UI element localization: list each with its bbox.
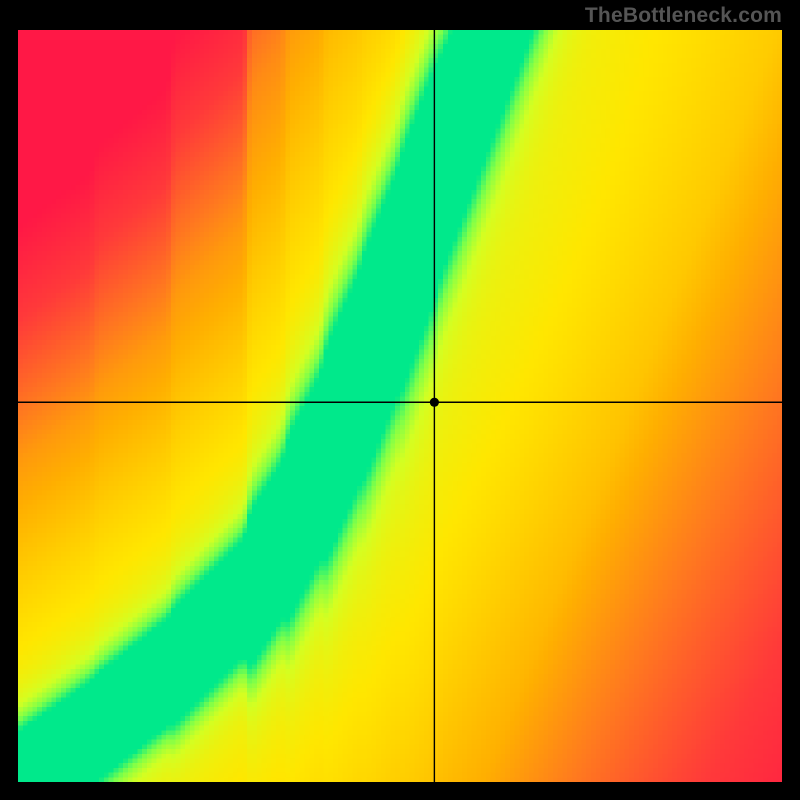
watermark-text: TheBottleneck.com bbox=[585, 4, 782, 28]
chart-container: { "watermark": { "text": "TheBottleneck.… bbox=[0, 0, 800, 800]
crosshair-overlay bbox=[18, 30, 782, 782]
